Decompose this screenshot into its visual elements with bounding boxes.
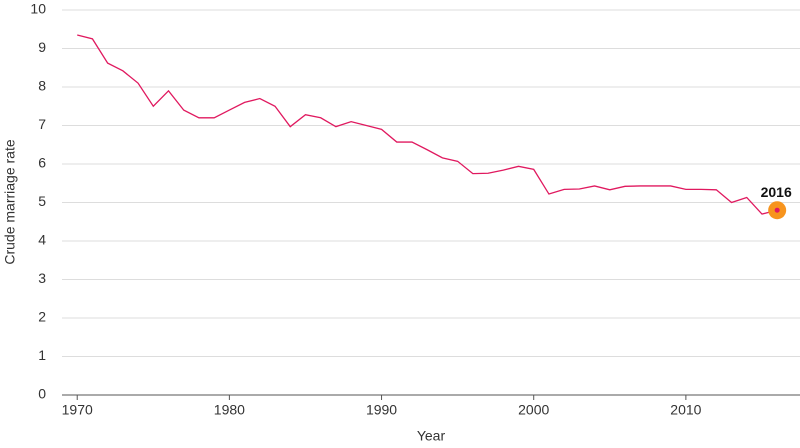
x-axis-title: Year [417, 428, 446, 444]
y-tick-label: 8 [38, 78, 46, 94]
x-tick-label: 1970 [62, 402, 93, 418]
line [77, 34, 778, 215]
y-tick-label: 6 [38, 155, 46, 171]
y-tick-label: 3 [38, 270, 46, 286]
y-tick-label: 7 [38, 116, 46, 132]
annotation: 2016 [761, 184, 792, 200]
y-tick-label: 5 [38, 193, 46, 209]
y-tick-label: 1 [38, 347, 46, 363]
x-tick-label: 1990 [366, 402, 397, 418]
y-tick-label: 2 [38, 309, 46, 325]
y-axis-title: Crude marriage rate [2, 139, 18, 264]
y-tick-label: 9 [38, 39, 46, 55]
x-tick-label: 2010 [670, 402, 701, 418]
y-tick-label: 4 [38, 232, 46, 248]
x-tick-label: 2000 [518, 402, 549, 418]
highlight-point [774, 207, 780, 213]
y-tick-label: 10 [30, 1, 46, 17]
y-tick-label: 0 [38, 386, 46, 402]
x-tick-label: 1980 [214, 402, 245, 418]
